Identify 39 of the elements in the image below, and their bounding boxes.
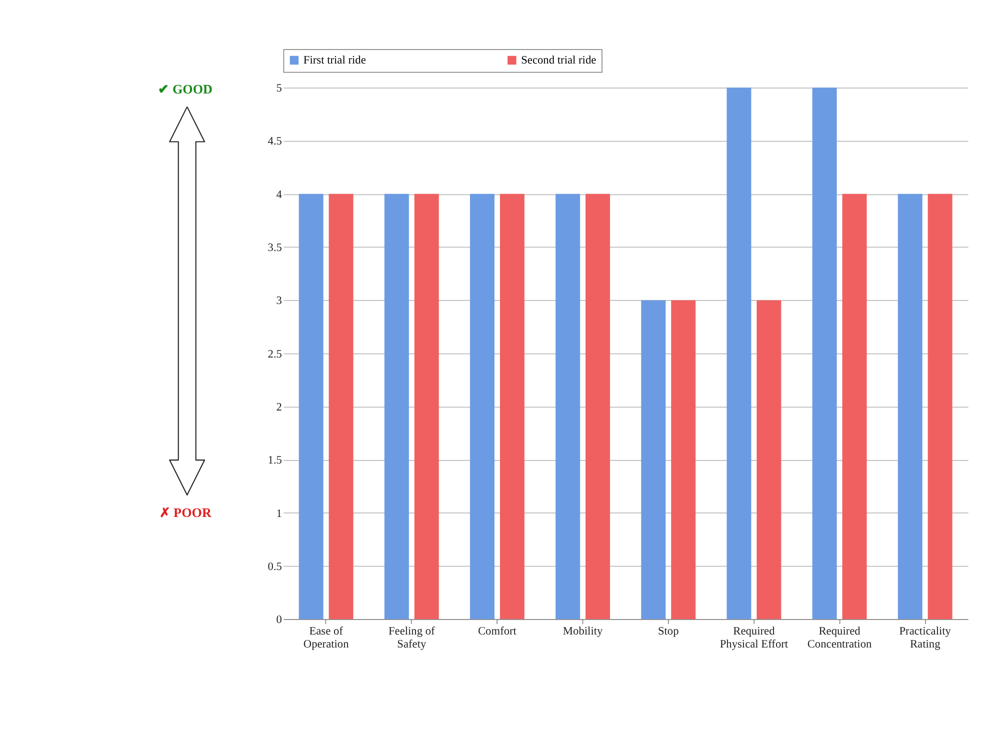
- legend-label: Second trial ride: [521, 54, 596, 67]
- bar: [842, 194, 867, 620]
- y-tick-label: 2.5: [268, 348, 282, 360]
- y-tick-label: 0.5: [268, 560, 282, 573]
- y-tick-label: 5: [276, 82, 282, 95]
- legend-label: First trial ride: [303, 54, 366, 67]
- y-tick-label: 1: [276, 508, 282, 520]
- y-tick-label: 3.5: [268, 242, 282, 254]
- bar: [328, 194, 354, 620]
- bar: [384, 194, 409, 620]
- bar: [586, 194, 610, 620]
- y-tick-label: 2: [276, 401, 282, 414]
- x-tick-label: Practicality Rating: [899, 625, 952, 651]
- x-tick-label: Ease of Operation: [303, 625, 350, 651]
- bar: [470, 194, 494, 620]
- y-tick-label: 0: [276, 614, 282, 626]
- bar: [928, 194, 952, 620]
- bar: [556, 194, 580, 620]
- bar: [414, 194, 439, 620]
- y-tick-label: 1.5: [268, 454, 282, 467]
- bar: [726, 88, 752, 620]
- x-tick-label: Mobility: [562, 625, 603, 638]
- text: ✗ POOR: [159, 504, 212, 520]
- y-tick-label: 3: [276, 295, 282, 308]
- x-tick-label: Stop: [658, 625, 680, 638]
- text: ✔ GOOD: [158, 82, 213, 97]
- bar: [641, 300, 666, 620]
- bar: [298, 194, 324, 620]
- y-tick-label: 4: [276, 188, 282, 201]
- bar: [812, 88, 837, 620]
- bar: [898, 194, 922, 620]
- bar: [500, 194, 524, 620]
- x-tick-label: Required Physical Effort: [720, 625, 789, 651]
- bar: [756, 300, 782, 620]
- x-tick-label: Comfort: [478, 625, 518, 638]
- y-tick-label: 4.5: [268, 136, 282, 148]
- x-tick-label: Required Concentration: [807, 625, 872, 651]
- bar: [671, 300, 696, 620]
- x-tick-label: Feeling of Safety: [388, 625, 436, 651]
